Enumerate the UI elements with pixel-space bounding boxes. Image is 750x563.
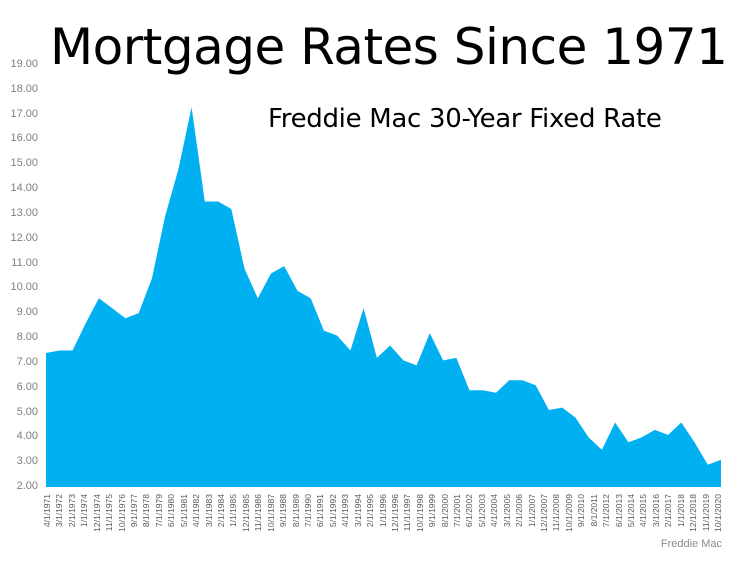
x-tick-label: 10/1/2009	[563, 494, 574, 532]
x-tick-label: 5/1/2003	[476, 494, 487, 528]
y-tick-label: 2.00	[16, 480, 38, 492]
x-tick-label: 11/1/2019	[700, 494, 711, 532]
x-tick-label: 11/1/1975	[104, 494, 115, 532]
x-tick-label: 1/1/2018	[675, 494, 686, 528]
x-tick-label: 8/1/2011	[588, 494, 599, 527]
x-tick-label: 3/1/2005	[501, 494, 512, 528]
x-tick-label: 7/1/2001	[452, 494, 463, 528]
y-tick-label: 4.00	[16, 430, 38, 443]
y-tick-label: 19.00	[10, 58, 38, 70]
x-tick-label: 10/1/1998	[414, 494, 425, 532]
x-tick-label: 8/1/1989	[290, 494, 301, 528]
x-tick-label: 4/1/1982	[191, 494, 202, 528]
x-tick-label: 11/1/1986	[253, 494, 264, 532]
x-tick-label: 7/1/1990	[302, 494, 313, 528]
x-tick-label: 6/1/1980	[166, 494, 177, 528]
x-tick-label: 12/1/2007	[539, 494, 550, 532]
x-tick-label: 2/1/1973	[66, 494, 77, 528]
x-tick-label: 3/1/1972	[54, 494, 65, 528]
x-tick-label: 5/1/1992	[327, 494, 338, 528]
x-tick-label: 11/1/1997	[402, 494, 413, 532]
y-tick-label: 6.00	[16, 380, 38, 393]
x-tick-label: 6/1/2002	[464, 494, 475, 528]
x-tick-label: 5/1/1981	[178, 494, 189, 528]
x-tick-label: 8/1/2000	[439, 494, 450, 528]
x-tick-label: 10/1/2020	[713, 494, 723, 532]
y-tick-label: 3.00	[16, 455, 38, 468]
x-tick-label: 11/1/2008	[551, 494, 562, 532]
x-tick-label: 12/1/2018	[688, 494, 699, 532]
x-tick-label: 7/1/1979	[153, 494, 164, 528]
x-tick-label: 3/1/2016	[650, 494, 661, 528]
y-tick-label: 12.00	[10, 231, 38, 244]
x-tick-label: 5/1/2014	[626, 494, 637, 528]
x-tick-label: 1/1/2007	[526, 494, 537, 528]
x-tick-label: 1/1/1985	[228, 494, 239, 528]
chart-subtitle: Freddie Mac 30-Year Fixed Rate	[268, 104, 662, 134]
chart-title: Mortgage Rates Since 1971	[50, 18, 728, 76]
x-tick-label: 3/1/1983	[203, 494, 214, 528]
rate-area-series	[46, 107, 721, 487]
x-tick-label: 2/1/1995	[365, 494, 376, 528]
y-tick-label: 5.00	[16, 405, 38, 418]
x-tick-label: 1/1/1974	[79, 494, 90, 528]
y-tick-label: 17.00	[10, 107, 38, 120]
x-tick-label: 9/1/1999	[427, 494, 438, 528]
y-tick-label: 14.00	[10, 182, 38, 195]
source-credit: Freddie Mac	[660, 538, 722, 550]
x-tick-label: 9/1/1977	[128, 494, 139, 528]
y-tick-label: 18.00	[10, 82, 38, 95]
x-tick-label: 4/1/2004	[489, 494, 500, 528]
y-tick-label: 7.00	[16, 355, 38, 368]
x-tick-label: 7/1/2012	[601, 494, 612, 528]
x-tick-label: 12/1/1996	[389, 494, 400, 532]
x-tick-label: 8/1/1978	[141, 494, 152, 528]
y-tick-label: 10.00	[10, 281, 38, 294]
y-tick-label: 16.00	[10, 132, 38, 145]
x-tick-label: 12/1/1974	[91, 494, 102, 532]
x-tick-label: 2/1/2006	[514, 494, 525, 528]
x-tick-label: 6/1/1991	[315, 494, 326, 528]
y-tick-label: 15.00	[10, 157, 38, 170]
y-tick-label: 11.00	[11, 256, 38, 269]
x-tick-label: 10/1/1976	[116, 494, 127, 532]
x-tick-label: 1/1/1996	[377, 494, 388, 528]
x-tick-label: 9/1/1988	[278, 494, 289, 528]
x-tick-label: 2/1/1984	[215, 494, 226, 528]
x-tick-label: 6/1/2013	[613, 494, 624, 528]
x-tick-label: 12/1/1985	[240, 494, 251, 532]
x-tick-label: 4/1/2015	[638, 494, 649, 528]
y-tick-label: 9.00	[16, 306, 38, 319]
x-tick-label: 10/1/1987	[265, 494, 276, 532]
x-tick-label: 4/1/1971	[42, 494, 52, 528]
x-tick-label: 3/1/1994	[352, 494, 363, 528]
x-tick-label: 4/1/1993	[340, 494, 351, 528]
y-tick-label: 8.00	[16, 331, 38, 344]
x-tick-label: 9/1/2010	[576, 494, 587, 528]
x-tick-label: 2/1/2017	[663, 494, 674, 528]
y-tick-label: 13.00	[10, 206, 38, 219]
